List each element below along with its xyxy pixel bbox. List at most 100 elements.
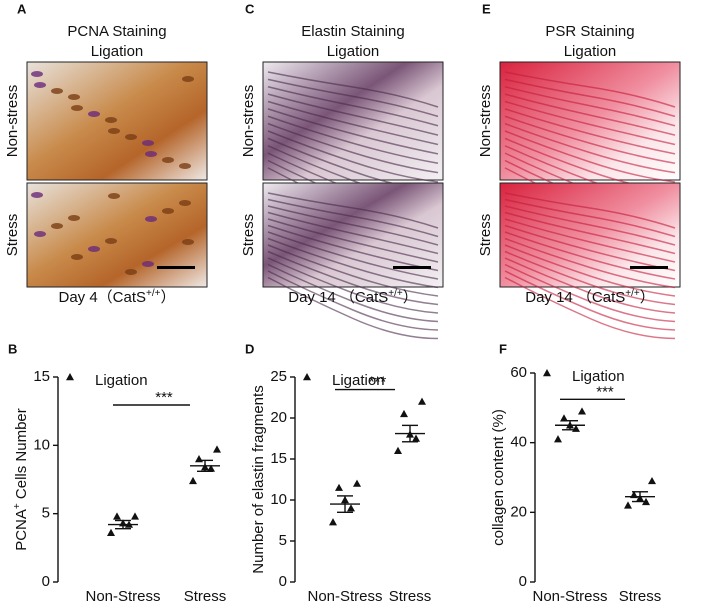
cell [145, 151, 157, 157]
error-bar [562, 420, 578, 431]
y-tick-label: 20 [510, 503, 527, 520]
fiber [504, 276, 676, 340]
x-tick-label: Stress [619, 588, 662, 603]
cell [51, 88, 63, 94]
data-point [560, 414, 568, 422]
cell [179, 163, 191, 169]
caption: Day 14 （CatS+/+） [525, 288, 655, 306]
data-point [335, 483, 343, 491]
y-tick-label: 15 [270, 450, 287, 467]
cell [142, 261, 154, 267]
row-label: Stress [477, 214, 494, 257]
x-tick-label: Stress [389, 588, 432, 603]
fiber [504, 270, 676, 331]
cell [31, 192, 43, 198]
fiber [504, 100, 676, 146]
fiber [504, 78, 676, 118]
cell [71, 254, 83, 260]
legend-marker [543, 369, 551, 377]
fiber [504, 86, 676, 127]
significance-label: *** [155, 389, 173, 406]
y-tick-label: 15 [33, 368, 50, 385]
text-part: ） [403, 289, 418, 306]
row-label: Stress [240, 214, 257, 257]
cell [105, 238, 117, 244]
text-part: Day 4（CatS [58, 289, 146, 306]
text-part: Day 14 （CatS [288, 289, 388, 306]
fiber [504, 115, 676, 164]
error-bar [337, 495, 353, 513]
fiber [504, 263, 676, 323]
fiber [504, 130, 676, 183]
x-tick-label: Non-Stress [532, 588, 607, 603]
scale-bar [393, 266, 431, 269]
fiber [504, 198, 676, 238]
data-point [648, 476, 656, 485]
micrograph [26, 182, 208, 288]
cell [31, 71, 43, 77]
text-part: Number of elastin fragments [250, 385, 267, 573]
fiber [267, 71, 439, 108]
data-point [347, 504, 355, 512]
error-bar [115, 519, 131, 530]
legend-label: Ligation [95, 372, 148, 389]
panel-letter: E [482, 1, 491, 16]
data-point [624, 501, 632, 509]
fiber [504, 71, 676, 108]
micrograph [499, 182, 681, 288]
cell [179, 200, 191, 206]
text-part: PCNA [13, 509, 30, 551]
fiber [267, 108, 439, 155]
fiber [267, 130, 439, 183]
y-tick-label: 40 [510, 434, 527, 451]
text-part: ） [640, 289, 655, 306]
fiber [267, 263, 439, 323]
y-tick-label: 10 [270, 491, 287, 508]
fiber [504, 192, 676, 229]
fiber [504, 231, 676, 280]
cell [125, 269, 137, 275]
legend-label: Ligation [572, 368, 625, 385]
data-point [207, 464, 215, 472]
fiber [267, 122, 439, 174]
data-point [189, 476, 197, 485]
caption: Day 14 （CatS+/+） [288, 288, 418, 306]
row-label: Non-stress [240, 85, 257, 158]
cell [88, 111, 100, 117]
fiber [267, 192, 439, 229]
data-point [400, 409, 408, 418]
fiber [267, 198, 439, 238]
micrograph [499, 61, 681, 181]
fiber [267, 237, 439, 289]
cell [182, 76, 194, 82]
micrograph [262, 61, 444, 181]
cell [71, 105, 83, 111]
error-bar [402, 424, 418, 443]
cell [34, 231, 46, 237]
text-part: +/+ [146, 288, 161, 299]
fiber [267, 115, 439, 164]
fiber [267, 250, 439, 306]
image-title: Elastin Staining [301, 23, 404, 40]
panel-letter: F [499, 341, 507, 356]
y-axis-label: Number of elastin fragments [250, 385, 267, 573]
y-axis-label: PCNA+ Cells Number [12, 408, 30, 551]
row-label: Non-stress [4, 85, 21, 158]
y-tick-label: 60 [510, 364, 527, 381]
cell [68, 215, 80, 221]
fiber [267, 86, 439, 127]
fiber [504, 108, 676, 155]
scale-bar [630, 266, 668, 269]
data-point [412, 434, 420, 442]
panel-letter: B [8, 341, 17, 356]
fiber [267, 231, 439, 280]
error-bar [632, 491, 648, 503]
cell [108, 193, 120, 199]
y-tick-label: 0 [519, 573, 527, 590]
text-part: collagen content (%) [490, 409, 507, 546]
fiber [504, 218, 676, 263]
fiber [267, 257, 439, 314]
fiber [267, 211, 439, 255]
fiber [267, 224, 439, 272]
